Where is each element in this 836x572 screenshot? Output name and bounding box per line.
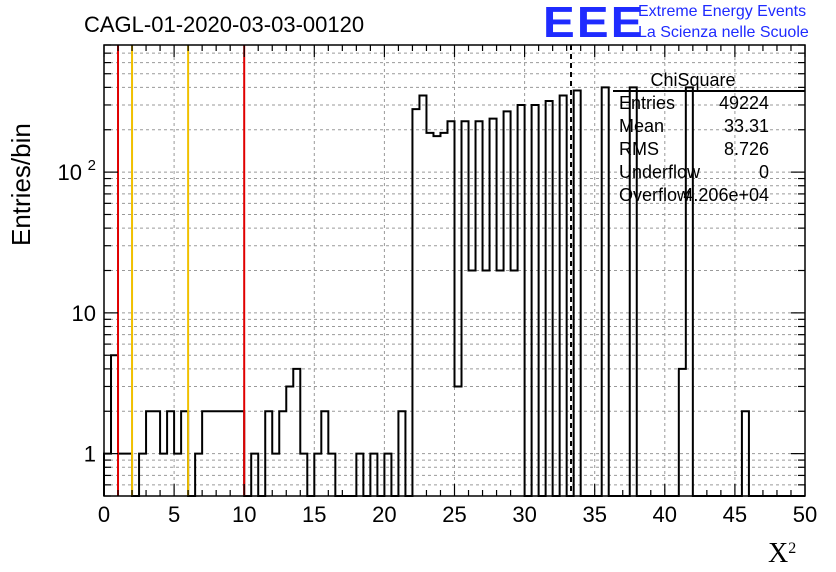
- x-tick-label: 50: [793, 502, 817, 527]
- tick-labels: 0 5 10 15 20 25 30 35 40 45 50 1 10 10 2: [58, 157, 818, 527]
- x-axis-label: X2: [768, 538, 796, 570]
- stats-label: Entries: [619, 93, 676, 113]
- stats-label: Underflow: [619, 162, 701, 182]
- x-tick-label: 15: [302, 502, 326, 527]
- x-tick-label: 0: [98, 502, 110, 527]
- stats-label: RMS: [619, 139, 659, 159]
- stats-value: 4.206e+04: [683, 185, 769, 205]
- stats-label: Mean: [619, 116, 665, 136]
- stats-box: ChiSquare Entries 49224 Mean 33.31 RMS 8…: [613, 68, 805, 205]
- y-tick-label: 10: [72, 301, 96, 326]
- reference-lines: [117, 45, 573, 496]
- x-tick-label: 20: [372, 502, 396, 527]
- stats-value: 49224: [718, 93, 769, 113]
- y-tick-label: 10: [58, 160, 82, 185]
- y-tick-label-exponent: 2: [88, 157, 96, 174]
- x-tick-label: 35: [582, 502, 606, 527]
- chart-title: CAGL-01-2020-03-03-00120: [84, 12, 365, 37]
- stats-value: 8.726: [723, 139, 769, 159]
- logo-line-2: La Scienza nelle Scuole: [638, 24, 809, 41]
- x-tick-label: 10: [232, 502, 256, 527]
- stats-label: Overflow: [619, 185, 691, 205]
- logo-line-1: Extreme Energy Events: [638, 3, 807, 20]
- x-tick-label: 30: [512, 502, 536, 527]
- y-axis-label: Entries/bin: [6, 123, 36, 246]
- axes: [103, 44, 806, 497]
- eee-logo: EEE: [543, 0, 645, 47]
- x-tick-label: 40: [653, 502, 677, 527]
- x-axis-label-base: X: [768, 538, 789, 569]
- stats-value: 0: [758, 162, 769, 182]
- stats-title: ChiSquare: [650, 70, 736, 90]
- stats-divider: [613, 90, 805, 92]
- x-tick-label: 5: [168, 502, 180, 527]
- x-tick-label: 45: [723, 502, 747, 527]
- x-axis-label-superscript: 2: [788, 540, 797, 557]
- stats-value: 33.31: [723, 116, 769, 136]
- y-tick-label: 1: [84, 442, 96, 467]
- x-tick-label: 25: [442, 502, 466, 527]
